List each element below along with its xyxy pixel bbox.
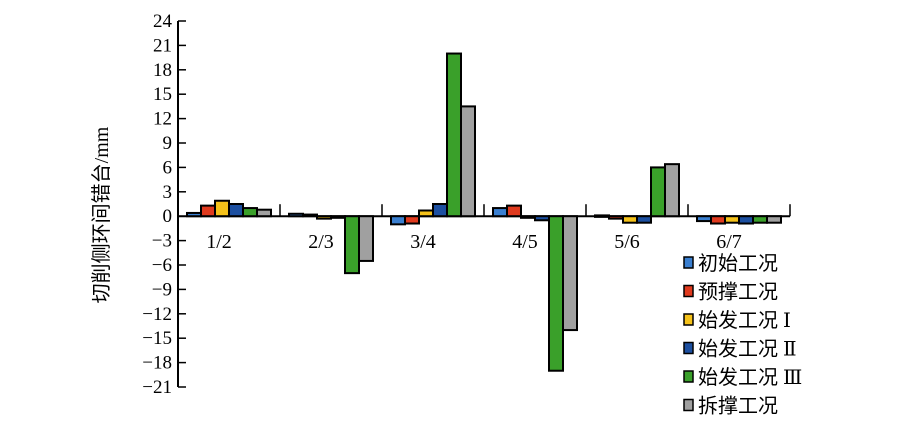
y-tick-label: −18 [142, 353, 172, 374]
y-tick-label: −15 [142, 328, 172, 349]
bar [390, 215, 406, 226]
bar [446, 52, 462, 218]
y-tick-label: 0 [163, 206, 173, 227]
bar [358, 215, 374, 262]
bar [344, 215, 360, 275]
bar [418, 209, 434, 218]
category-label: 4/5 [512, 231, 538, 253]
bar [608, 215, 624, 220]
bar [288, 212, 304, 218]
bar [404, 215, 420, 225]
y-tick-label: −6 [152, 255, 172, 276]
bar [562, 215, 578, 332]
legend-swatch [683, 370, 694, 383]
bar [636, 215, 652, 224]
bar [242, 207, 258, 218]
bar [738, 215, 754, 225]
bar [752, 215, 768, 224]
bar [594, 214, 610, 218]
bar [520, 215, 536, 219]
bar [650, 166, 666, 218]
legend-label: 始发工况 Ⅱ [698, 338, 797, 361]
legend-swatch [683, 398, 694, 412]
legend-label: 始发工况 Ⅰ [698, 309, 791, 332]
bar [664, 163, 680, 218]
y-axis-label: 切削侧环间错台/mm [90, 126, 113, 303]
category-label: 3/4 [410, 231, 436, 253]
legend-label: 预撑工况 [698, 281, 778, 304]
bar [766, 215, 782, 224]
legend-label: 拆撑工况 [698, 395, 778, 418]
bar [548, 215, 564, 372]
bar [316, 215, 332, 220]
legend-swatch [683, 341, 694, 355]
bar [330, 215, 346, 219]
bar [228, 203, 244, 218]
y-tick-label: 9 [163, 133, 173, 154]
category-label: 1/2 [206, 231, 232, 253]
bar [302, 213, 318, 218]
y-tick-label: 15 [153, 84, 172, 105]
bar [186, 211, 202, 218]
bar [506, 204, 522, 218]
bar [214, 199, 230, 218]
legend-swatch [683, 313, 694, 326]
bar [200, 204, 216, 218]
bar [256, 208, 272, 218]
legend-swatch [683, 284, 694, 298]
category-label: 2/3 [308, 231, 334, 253]
bar [622, 215, 638, 224]
legend-label: 始发工况 Ⅲ [698, 366, 802, 389]
bar [710, 215, 726, 225]
legend-swatch [683, 256, 694, 269]
bar [534, 215, 550, 222]
y-tick-label: 24 [153, 11, 173, 32]
bar [724, 215, 740, 224]
y-tick-label: 3 [163, 182, 173, 203]
category-label: 6/7 [716, 231, 742, 253]
legend-label: 初始工况 [698, 252, 778, 275]
bar [696, 215, 712, 223]
y-tick-label: 18 [153, 60, 172, 81]
category-label: 5/6 [614, 231, 640, 253]
y-tick-label: −3 [152, 231, 172, 252]
y-tick-label: −21 [142, 377, 172, 398]
y-tick-label: 12 [153, 109, 172, 130]
bar [460, 105, 476, 218]
y-tick-label: 21 [153, 35, 172, 56]
y-tick-label: 6 [163, 157, 173, 178]
bar [432, 203, 448, 218]
y-tick-label: −12 [142, 304, 172, 325]
bar [492, 207, 508, 218]
y-tick-label: −9 [152, 279, 172, 300]
